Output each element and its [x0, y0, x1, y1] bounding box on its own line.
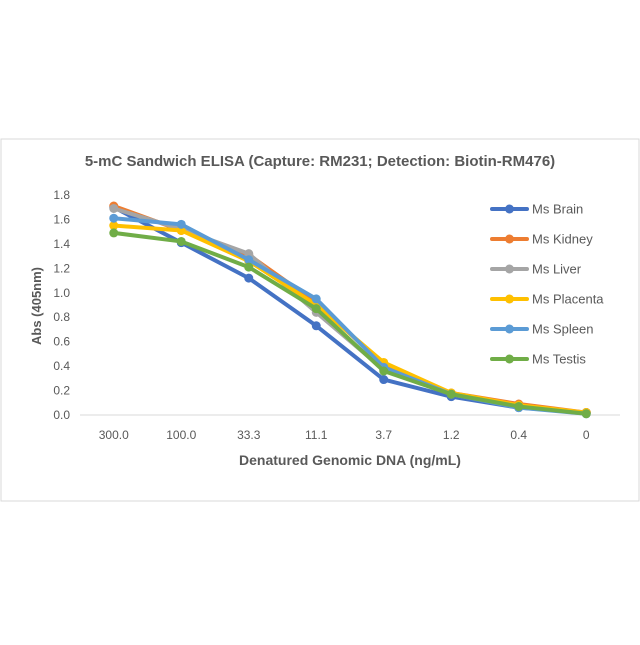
legend-item: Ms Liver [490, 262, 582, 277]
x-tick-label: 0 [583, 428, 590, 442]
x-tick-label: 33.3 [237, 428, 261, 442]
x-tick-label: 3.7 [375, 428, 392, 442]
legend-swatch-marker [505, 234, 514, 244]
y-tick-labels: 0.0 0.2 0.4 0.6 0.8 1.0 1.2 1.4 1.6 1.8 [53, 188, 70, 422]
data-point [311, 294, 321, 304]
data-point [514, 401, 524, 411]
y-tick-label: 0.6 [53, 335, 70, 349]
chart-title: 5-mC Sandwich ELISA (Capture: RM231; Det… [85, 153, 555, 170]
legend-item: Ms Placenta [490, 292, 604, 307]
y-tick-label: 1.4 [53, 237, 70, 251]
legend-label: Ms Kidney [532, 232, 593, 247]
data-point [581, 409, 591, 419]
legend-swatch-marker [505, 354, 514, 364]
x-tick-label: 11.1 [305, 428, 328, 442]
x-tick-label: 300.0 [99, 428, 129, 442]
y-tick-label: 1.6 [53, 212, 70, 226]
legend-label: Ms Testis [532, 352, 586, 367]
chart-border [0, 138, 640, 502]
data-point [109, 228, 119, 238]
legend-swatch-marker [505, 264, 514, 274]
data-point [311, 321, 321, 331]
data-point [244, 262, 254, 272]
legend: Ms Brain Ms Kidney Ms Liver Ms Placenta Ms S… [490, 202, 604, 367]
legend-item: Ms Testis [490, 352, 586, 367]
data-point [244, 273, 254, 283]
data-point [176, 236, 186, 246]
legend-label: Ms Spleen [532, 322, 593, 337]
y-tick-label: 0.2 [53, 384, 70, 398]
data-point [379, 366, 389, 376]
series-line [111, 230, 589, 416]
series-layer [109, 201, 591, 419]
y-tick-label: 0.4 [53, 359, 70, 373]
y-tick-label: 1.8 [53, 188, 70, 202]
y-tick-label: 1.2 [53, 261, 70, 275]
data-point [176, 219, 186, 229]
data-point [244, 255, 254, 265]
data-point [109, 213, 119, 223]
legend-label: Ms Liver [532, 262, 582, 277]
legend-swatch-marker [505, 204, 514, 214]
data-point [379, 375, 389, 385]
legend-label: Ms Placenta [532, 292, 604, 307]
x-tick-labels: 300.0 100.0 33.3 11.1 3.7 1.2 0.4 0 [99, 428, 590, 442]
legend-label: Ms Brain [532, 202, 583, 217]
legend-swatch-marker [505, 324, 514, 334]
data-point [109, 203, 119, 213]
y-tick-label: 1.0 [53, 286, 70, 300]
data-point [446, 389, 456, 399]
legend-swatch-marker [505, 294, 514, 304]
legend-item: Ms Brain [490, 202, 583, 217]
series-ms-testis [109, 228, 591, 419]
data-point [311, 304, 321, 314]
y-tick-label: 0.0 [53, 408, 70, 422]
x-tick-label: 1.2 [443, 428, 460, 442]
data-point [109, 221, 119, 231]
x-tick-label: 0.4 [510, 428, 527, 442]
legend-item: Ms Kidney [490, 232, 593, 247]
y-axis-label: Abs (405nm) [29, 267, 44, 345]
x-tick-label: 100.0 [166, 428, 196, 442]
x-axis-label: Denatured Genomic DNA (ng/mL) [239, 452, 461, 468]
y-tick-label: 0.8 [53, 310, 70, 324]
legend-item: Ms Spleen [490, 322, 593, 337]
